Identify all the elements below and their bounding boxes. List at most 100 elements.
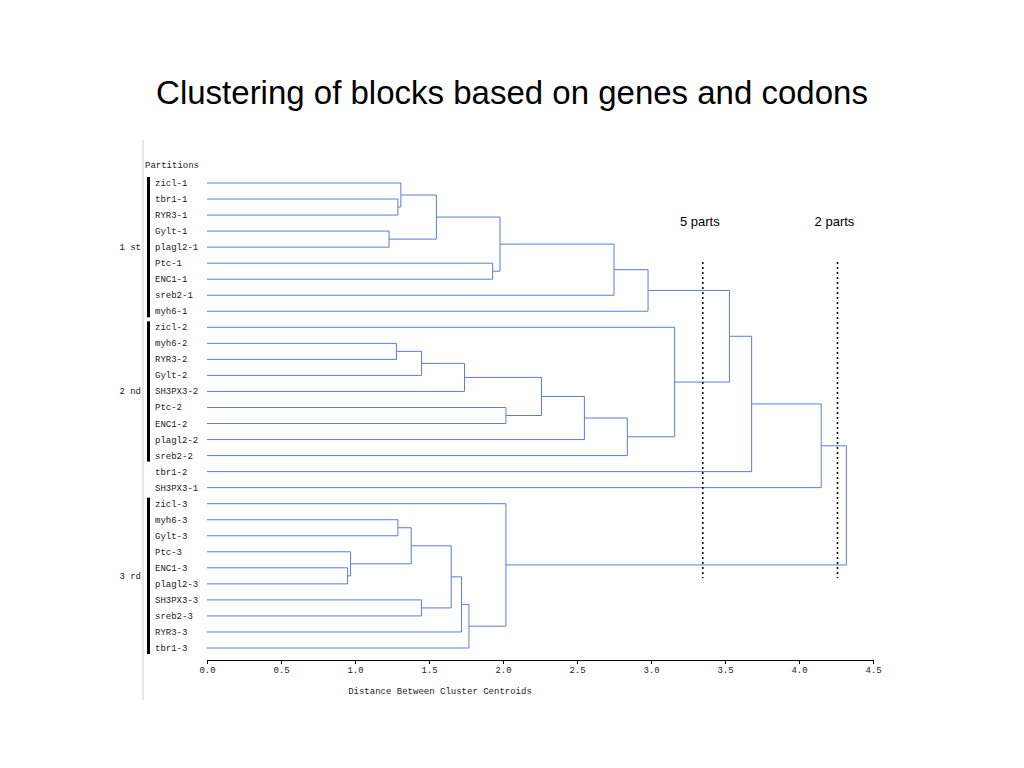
leaf-label: sreb2-1 [155,291,193,301]
merge-link [207,418,627,456]
tick: 1.5 [421,660,437,676]
tick: 2.0 [495,660,511,676]
leaf-labels: zicl-1 tbr1-1 RYR3-1 Gylt-1 plagl2-1 Ptc-1 ENC… [155,179,198,654]
leaf-label: zicl-2 [155,323,187,333]
leaf-label: SH3PX3-3 [155,596,198,606]
tick-mark [799,660,800,664]
merge-link [207,396,584,439]
tick: 2.5 [569,660,585,676]
merge-link [207,263,493,279]
partition-bar [147,498,150,654]
merge-link [207,577,462,632]
merge-link [207,552,351,576]
leaf-label: Ptc-1 [155,259,182,269]
leaf-label: Ptc-3 [155,548,182,558]
merge-link [207,183,401,207]
tick: 3.5 [717,660,733,676]
leaf-label: RYR3-2 [155,355,187,365]
tick-label: 0.5 [273,666,289,676]
merge-link [207,568,348,584]
tick-mark [355,660,356,664]
leaf-label: plagl2-3 [155,580,198,590]
merge-link [207,404,821,488]
tick-label: 3.5 [717,666,733,676]
leaf-label: plagl2-1 [155,243,198,253]
tick: 4.0 [791,660,807,676]
merge-link [207,604,469,648]
leaf-label: RYR3-1 [155,211,187,221]
cut-label: 2 parts [815,214,855,229]
leaf-label: ENC1-2 [155,420,187,430]
tick-label: 4.5 [865,666,881,676]
leaf-label: Ptc-2 [155,403,182,413]
partition-label: 1 st [119,243,141,253]
merge-link [207,199,398,215]
partition-label: 2 nd [119,387,141,397]
merge-link [207,327,675,436]
leaf-label: ENC1-3 [155,564,187,574]
plot [207,183,846,648]
merge-link [207,244,614,295]
partitions: 1 st 2 nd 3 rd [119,177,150,654]
tick-mark [873,660,874,664]
tick-mark [651,660,652,664]
cut-line [702,262,704,578]
tick-mark [503,660,504,664]
tick-mark [429,660,430,664]
merge-link [411,546,451,608]
leaf-label: Gylt-2 [155,371,187,381]
tick-mark [577,660,578,664]
leaf-label: tbr1-3 [155,644,187,654]
partition-title: Partitions [145,161,199,171]
tick-mark [207,660,208,664]
tick-mark [725,660,726,664]
merge-link [389,195,436,239]
leaf-label: plagl2-2 [155,436,198,446]
tick: 0.0 [199,660,215,676]
tick-label: 2.5 [569,666,585,676]
cuts: 5 parts 2 parts [680,214,855,578]
merge-link [207,407,506,423]
tick-label: 4.0 [791,666,807,676]
merge-link [351,528,412,564]
merge-link [207,343,396,359]
tick: 0.5 [273,660,289,676]
tick-mark [281,660,282,664]
axis-line [208,661,874,665]
leaf-label: myh6-2 [155,339,187,349]
merge-link [506,446,846,565]
tick: 4.5 [865,660,881,676]
merge-link [648,290,729,382]
leaf-label: Gylt-1 [155,227,187,237]
leaf-label: zicl-1 [155,179,187,189]
partition-label: 3 rd [119,572,141,582]
tick-label: 1.0 [347,666,363,676]
chart: Clustering of blocks based on genes and … [0,0,1024,768]
merge-link [207,351,422,375]
cut-label: 5 parts [680,214,720,229]
title: Clustering of blocks based on genes and … [156,74,868,111]
merge-link [207,520,398,536]
leaf-label: sreb2-2 [155,452,193,462]
leaf-label: ENC1-1 [155,275,187,285]
leaf-label: tbr1-1 [155,195,187,205]
merge-link [207,336,752,471]
partition-bar [147,321,150,461]
leaf-label: SH3PX3-1 [155,484,198,494]
leaf-label: tbr1-2 [155,468,187,478]
leaf-label: myh6-1 [155,307,187,317]
tick-label: 1.5 [421,666,437,676]
leaf-label: zicl-3 [155,500,187,510]
tick-label: 3.0 [643,666,659,676]
x-axis: 0.0 0.5 1.0 1.5 2.0 2.5 3.0 3.5 4.0 4.5 [199,660,881,676]
leaf-label: sreb2-3 [155,612,193,622]
merge-link [465,377,542,415]
merge-link [207,504,506,627]
cut-line [837,262,839,578]
tick-label: 0.0 [199,666,215,676]
leaf-label: SH3PX3-2 [155,387,198,397]
leaf-label: RYR3-3 [155,628,187,638]
x-axis-title: Distance Between Cluster Centroids [348,687,532,697]
tick: 3.0 [643,660,659,676]
merge-link [207,270,648,312]
